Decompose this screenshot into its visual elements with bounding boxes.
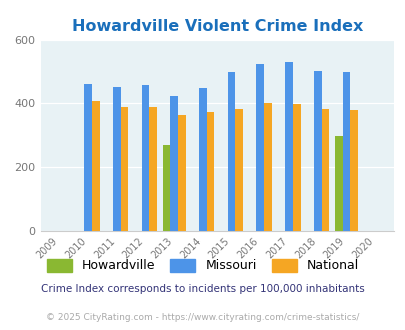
Bar (334, 136, 342, 231)
Bar (227, 72, 235, 231)
Text: © 2025 CityRating.com - https://www.cityrating.com/crime-statistics/: © 2025 CityRating.com - https://www.city… (46, 313, 359, 322)
Bar (206, 112, 214, 231)
Bar (120, 107, 128, 231)
Bar (256, 64, 264, 231)
Bar (170, 96, 177, 231)
Bar (342, 73, 350, 231)
Bar (198, 88, 206, 231)
Bar (313, 71, 321, 231)
Title: Howardville Violent Crime Index: Howardville Violent Crime Index (71, 19, 362, 34)
Bar (321, 109, 328, 231)
Bar (113, 87, 120, 231)
Legend: Howardville, Missouri, National: Howardville, Missouri, National (42, 254, 363, 278)
Bar (235, 109, 243, 231)
Bar (292, 104, 300, 231)
Bar (162, 145, 170, 231)
Bar (141, 85, 149, 231)
Bar (149, 107, 157, 231)
Text: Crime Index corresponds to incidents per 100,000 inhabitants: Crime Index corresponds to incidents per… (41, 284, 364, 294)
Bar (284, 62, 292, 231)
Bar (264, 103, 271, 231)
Bar (84, 84, 92, 231)
Bar (177, 115, 185, 231)
Bar (350, 110, 357, 231)
Bar (92, 101, 99, 231)
